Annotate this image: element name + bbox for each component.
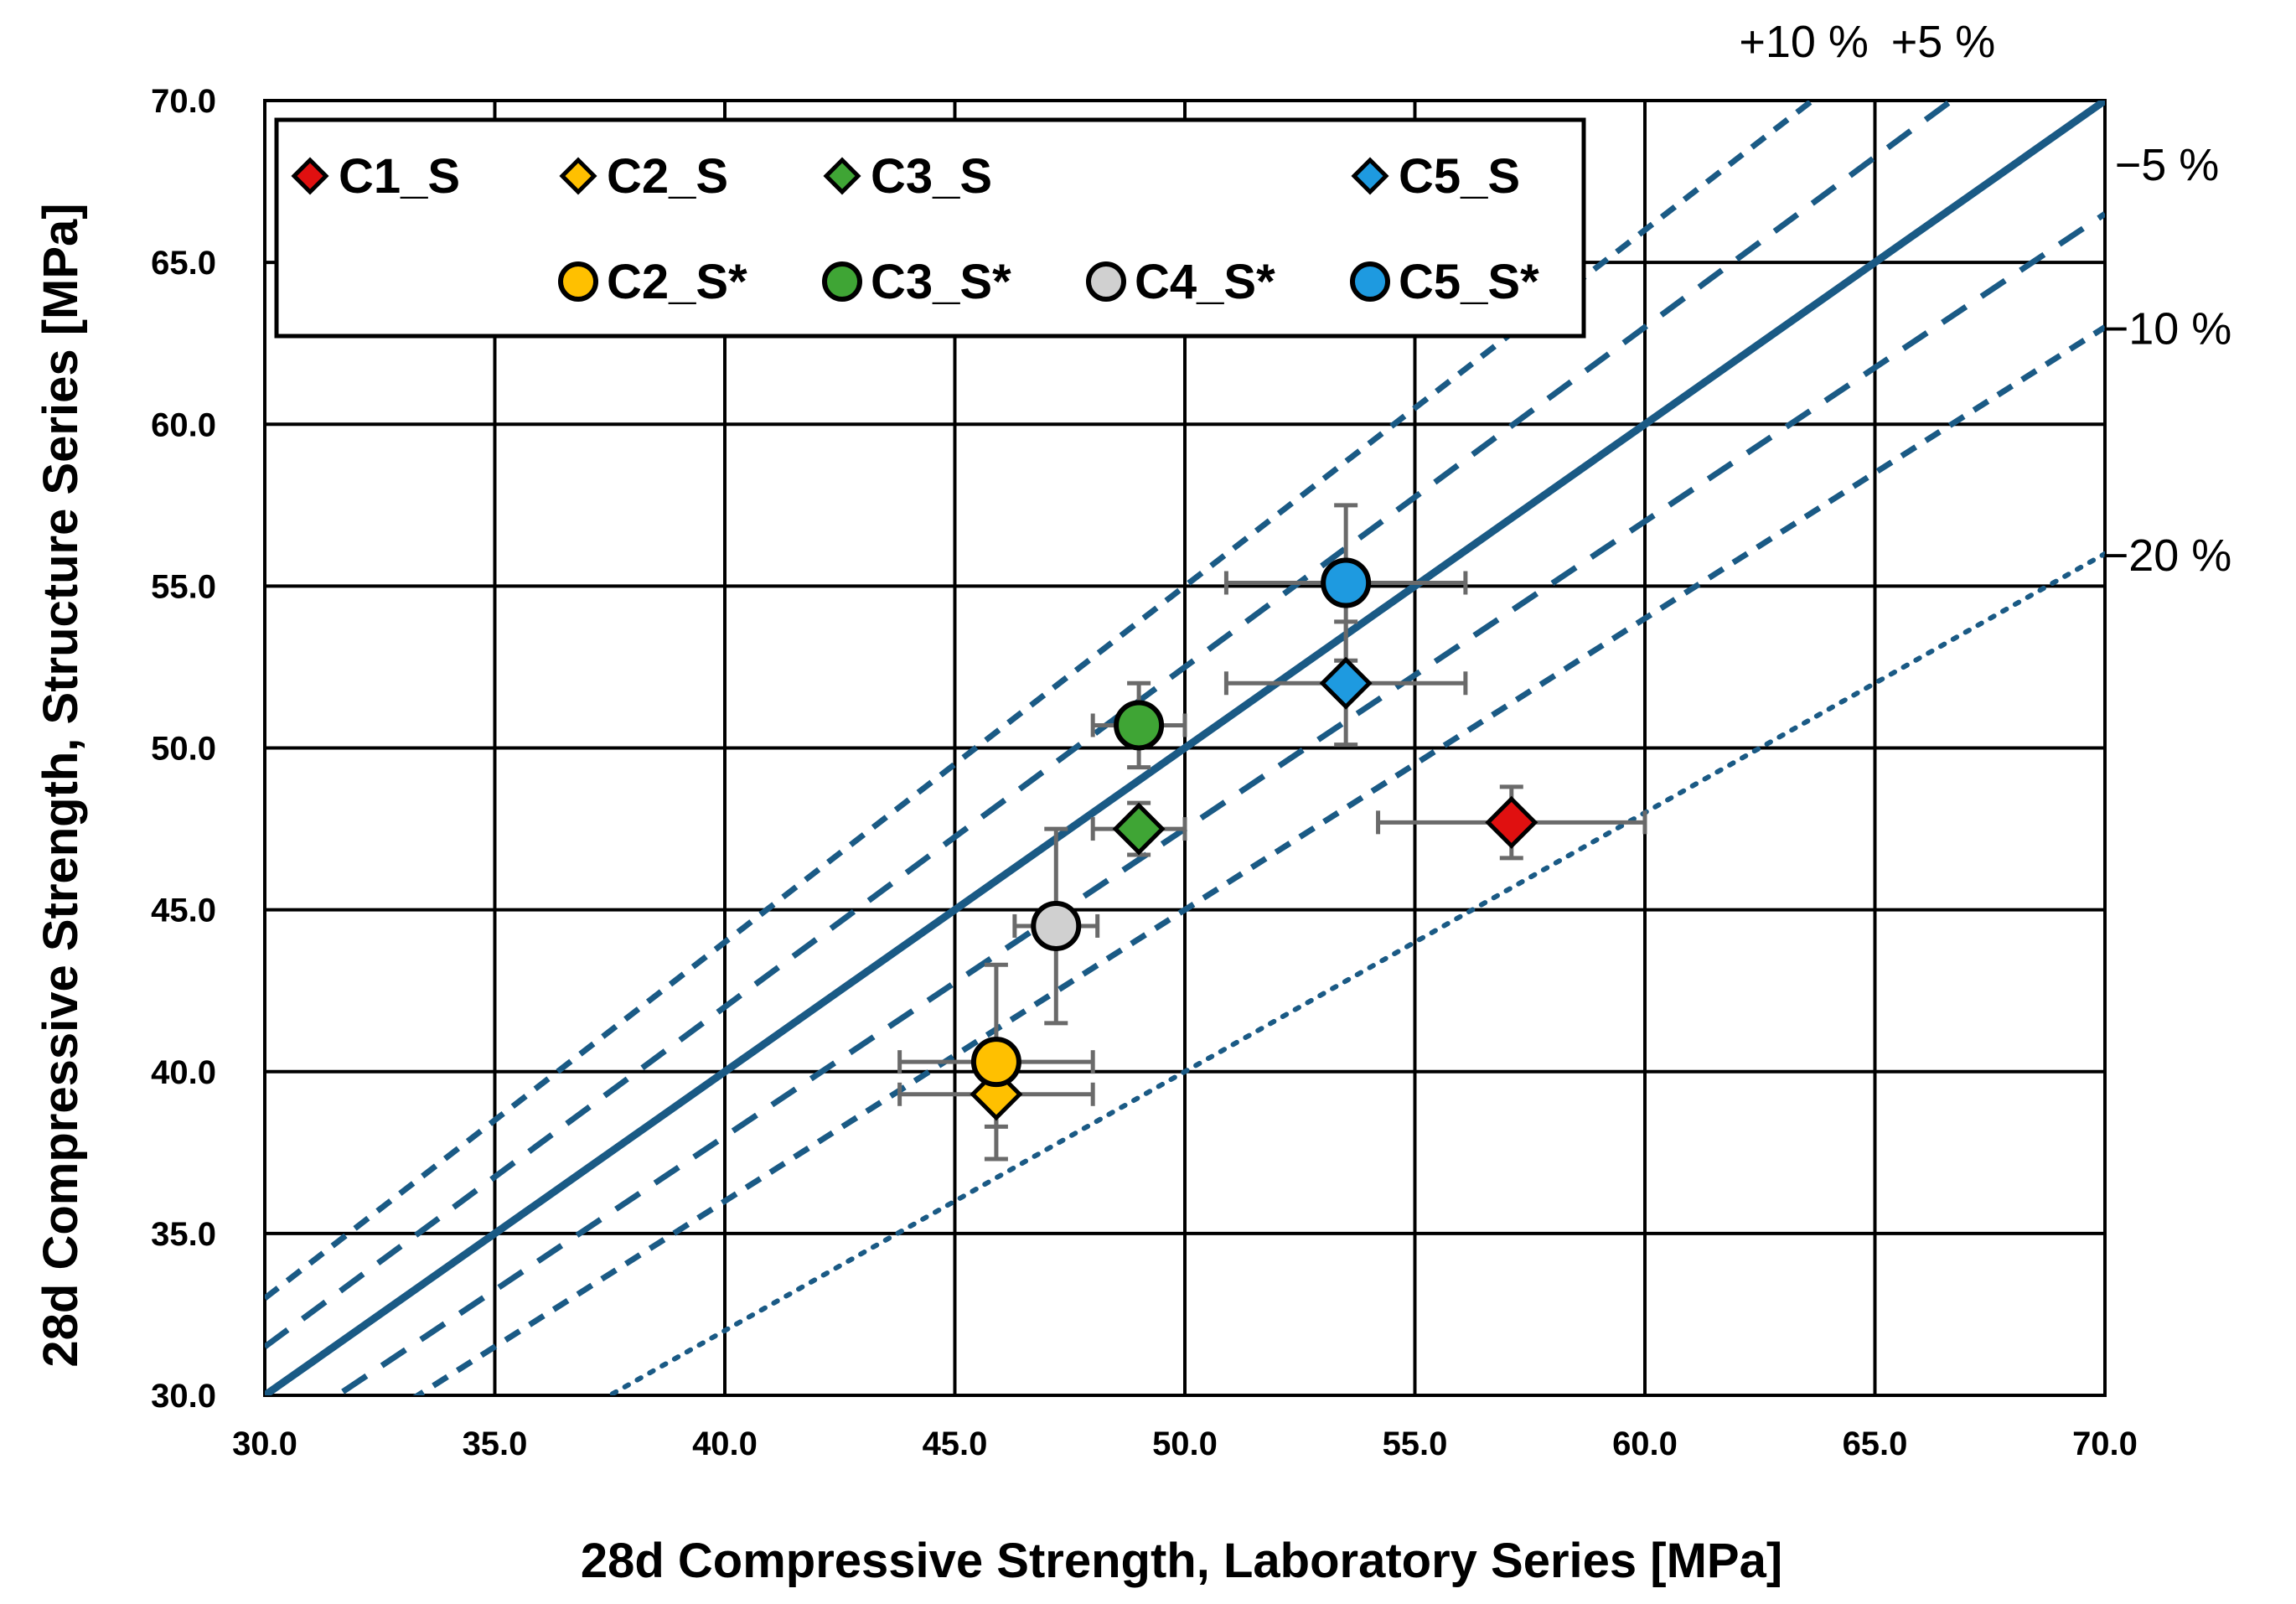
legend-label: C2_S	[607, 149, 728, 204]
legend-item-C3_S: C3_S	[823, 149, 992, 204]
reference-line-label: +5 %	[1891, 17, 1996, 67]
legend-item-C2_S*: C2_S*	[558, 255, 747, 309]
y-tick-label: 35.0	[151, 1216, 216, 1253]
legend-label: C3_S*	[871, 255, 1011, 309]
y-tick-label: 60.0	[151, 406, 216, 443]
x-tick-label: 65.0	[1843, 1425, 1908, 1462]
legend-marker-C3_S*	[822, 261, 862, 302]
tick-labels: 30.0 35.0 40.0 45.0 50.0 55.0 60.0 65.0 70.0 30.0…	[151, 83, 2138, 1462]
y-tick-label: 65.0	[151, 245, 216, 282]
reference-line-label: +10 %	[1739, 17, 1869, 67]
x-tick-label: 35.0	[463, 1425, 528, 1462]
plot-border	[263, 99, 2107, 1397]
legend-label: C4_S*	[1135, 255, 1275, 309]
reference-line-labels: +5 % +10 % −5 % −10 % −20 %	[1739, 17, 2231, 581]
legend-marker-C2_S	[559, 157, 597, 195]
legend-item-C5_S*: C5_S*	[1350, 255, 1539, 309]
x-tick-label: 30.0	[232, 1425, 297, 1462]
legend-item-C1_S: C1_S	[291, 149, 460, 204]
legend-label: C3_S	[871, 149, 992, 204]
x-tick-label: 50.0	[1152, 1425, 1218, 1462]
y-tick-label: 70.0	[151, 83, 216, 120]
point-C5_S	[1319, 656, 1373, 710]
reference-line-+10	[265, 101, 1818, 1301]
reference-line-20	[604, 551, 2105, 1395]
legend-marker-C5_S*	[1350, 261, 1390, 302]
legend-label: C2_S*	[607, 255, 747, 309]
reference-line-label: −10 %	[2102, 303, 2232, 354]
point-C3_S*	[1114, 700, 1165, 751]
y-axis-title: 28d Compressive Strength, Structure Seri…	[34, 203, 88, 1367]
legend-label: C1_S	[339, 149, 460, 204]
legend-marker-C1_S	[291, 157, 329, 195]
point-C4_S*	[1031, 900, 1082, 951]
x-tick-label: 60.0	[1612, 1425, 1678, 1462]
data-points	[970, 557, 1538, 1121]
x-tick-label: 70.0	[2072, 1425, 2138, 1462]
legend-item-C2_S: C2_S	[559, 149, 728, 204]
y-tick-label: 50.0	[151, 731, 216, 768]
y-tick-label: 40.0	[151, 1054, 216, 1091]
reference-line-equality	[265, 101, 2105, 1395]
x-tick-label: 40.0	[692, 1425, 758, 1462]
y-tick-label: 30.0	[151, 1378, 216, 1415]
legend: C1_S C2_S C3_S C5_S C2_S* C3_S* C4_S* C5_S*	[274, 117, 1586, 339]
legend-marker-C4_S*	[1086, 261, 1126, 302]
reference-line-+5	[265, 101, 1957, 1349]
legend-item-C4_S*: C4_S*	[1086, 255, 1275, 309]
legend-marker-C3_S	[823, 157, 861, 195]
legend-marker-C2_S*	[558, 261, 598, 302]
reference-line-label: −20 %	[2102, 530, 2232, 581]
legend-item-C5_S: C5_S	[1351, 149, 1520, 204]
legend-label: C5_S*	[1399, 255, 1539, 309]
y-tick-label: 45.0	[151, 893, 216, 929]
point-C5_S*	[1321, 557, 1372, 608]
point-C1_S	[1485, 795, 1538, 849]
legend-marker-C5_S	[1351, 157, 1389, 195]
legend-item-C3_S*: C3_S*	[822, 255, 1011, 309]
legend-label: C5_S	[1399, 149, 1520, 204]
x-tick-label: 45.0	[923, 1425, 988, 1462]
point-C3_S	[1112, 802, 1166, 856]
reference-line-10	[412, 324, 2105, 1395]
point-C2_S*	[970, 1037, 1021, 1088]
x-axis-title: 28d Compressive Strength, Laboratory Ser…	[581, 1534, 1782, 1588]
x-tick-label: 55.0	[1383, 1425, 1448, 1462]
reference-line-label: −5 %	[2115, 140, 2220, 190]
y-tick-label: 55.0	[151, 568, 216, 605]
